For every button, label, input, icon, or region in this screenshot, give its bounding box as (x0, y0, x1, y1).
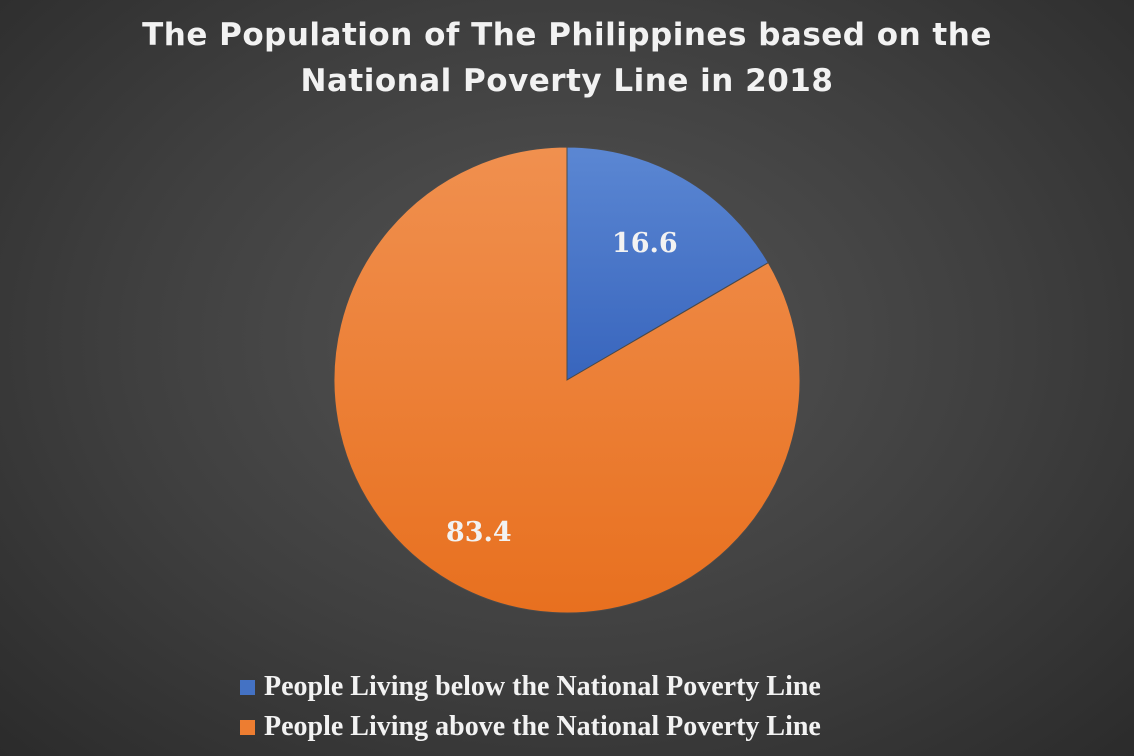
pie-data-labels: 16.6 83.4 (446, 228, 678, 548)
legend-item-below: People Living below the National Poverty… (240, 667, 920, 707)
legend-item-above: People Living above the National Poverty… (240, 707, 920, 747)
pie-slice-above (333, 146, 801, 614)
legend-swatch-above (240, 719, 255, 735)
data-label-above: 83.4 (446, 517, 512, 548)
legend-label-below: People Living below the National Poverty… (264, 671, 821, 702)
chart-title-line-2: National Poverty Line in 2018 (300, 63, 834, 99)
chart-legend: People Living below the National Poverty… (240, 667, 920, 747)
chart-title-line-1: The Population of The Philippines based … (142, 17, 992, 53)
pie-slice-below (566, 146, 769, 381)
pie-slices (333, 146, 801, 614)
legend-label-above: People Living above the National Poverty… (264, 711, 821, 742)
legend-swatch-below (240, 679, 255, 695)
data-label-below: 16.6 (612, 228, 678, 259)
chart-title: The Population of The Philippines based … (60, 12, 1074, 104)
